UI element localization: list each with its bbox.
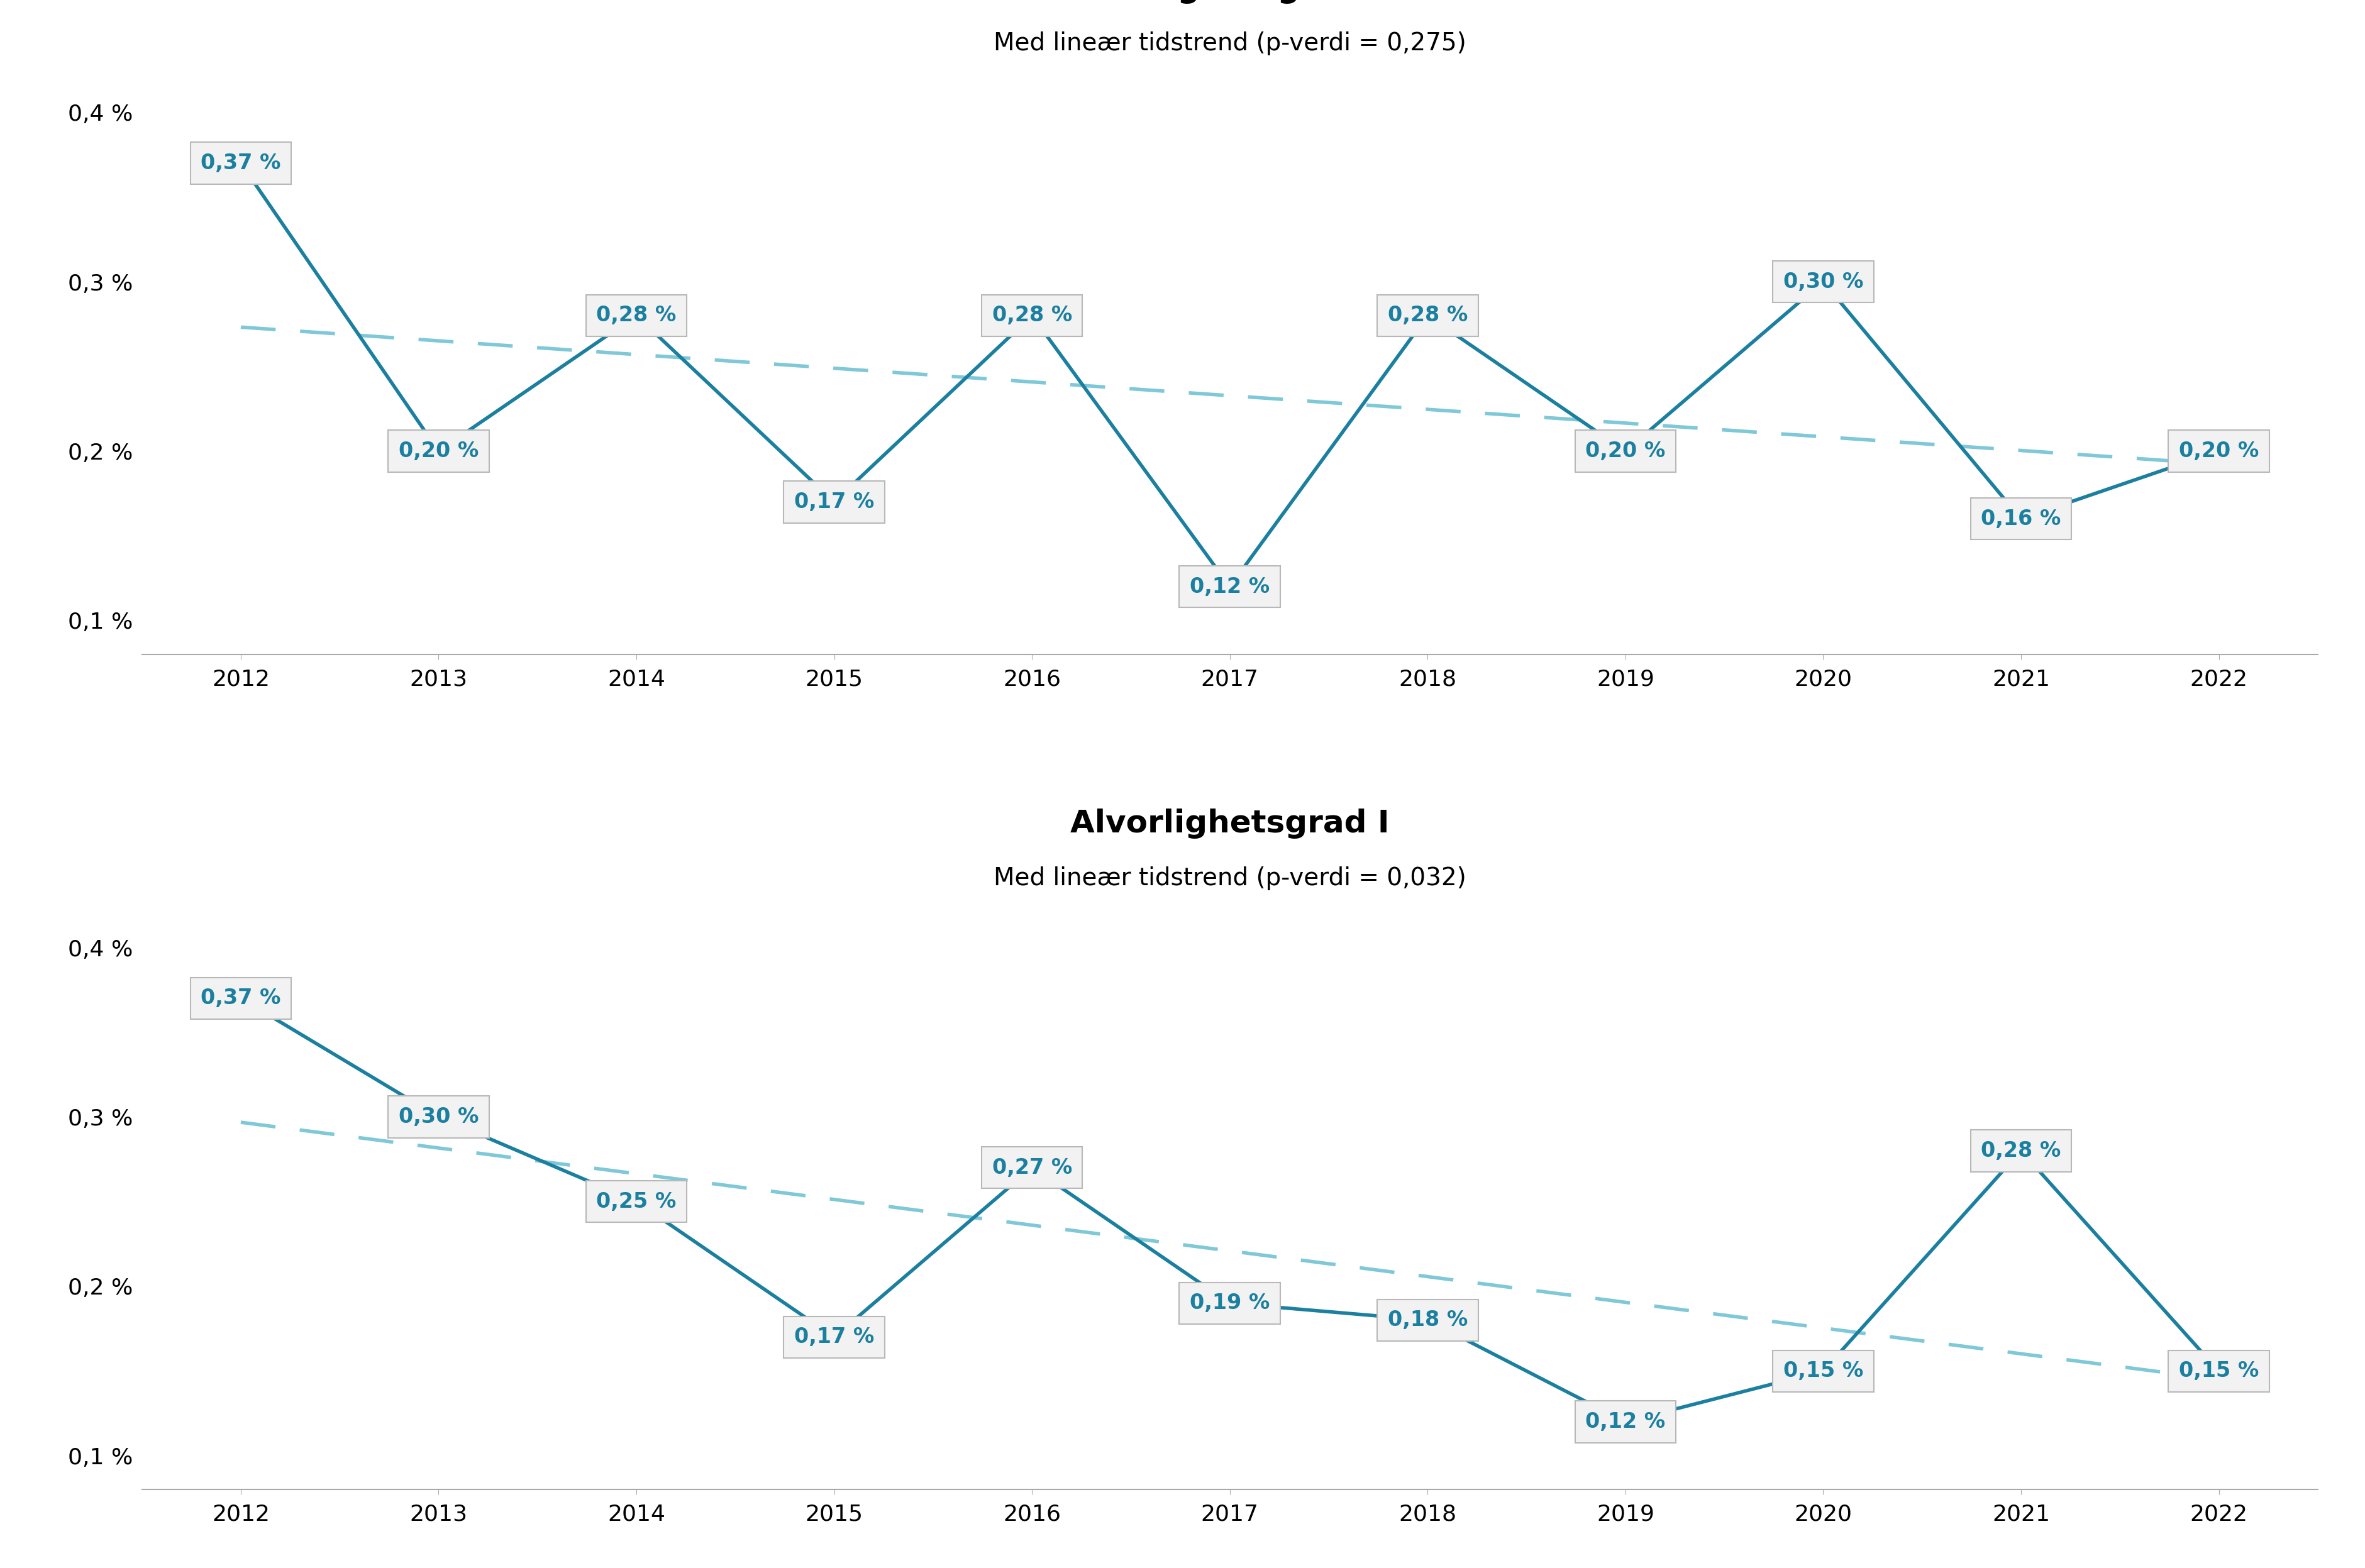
Text: 0,37 %: 0,37 % bbox=[201, 988, 281, 1008]
Text: 0,19 %: 0,19 % bbox=[1190, 1294, 1270, 1314]
Text: 0,16 %: 0,16 % bbox=[1982, 508, 2060, 530]
Text: 0,15 %: 0,15 % bbox=[2178, 1361, 2259, 1381]
Text: 0,27 %: 0,27 % bbox=[991, 1157, 1071, 1178]
Text: 0,17 %: 0,17 % bbox=[795, 1327, 875, 1347]
Text: Alvorlighetsgrad I: Alvorlighetsgrad I bbox=[1071, 809, 1388, 839]
Text: 0,28 %: 0,28 % bbox=[1982, 1140, 2060, 1162]
Text: Med lineær tidstrend (p-verdi = 0,032): Med lineær tidstrend (p-verdi = 0,032) bbox=[993, 867, 1466, 891]
Text: 0,20 %: 0,20 % bbox=[1585, 441, 1665, 461]
Text: 0,18 %: 0,18 % bbox=[1388, 1309, 1469, 1331]
Text: 0,30 %: 0,30 % bbox=[1783, 271, 1864, 292]
Text: 0,28 %: 0,28 % bbox=[1388, 306, 1469, 326]
Text: 0,28 %: 0,28 % bbox=[991, 306, 1071, 326]
Text: 0,30 %: 0,30 % bbox=[400, 1107, 478, 1127]
Text: 0,20 %: 0,20 % bbox=[2178, 441, 2259, 461]
Text: 0,12 %: 0,12 % bbox=[1585, 1411, 1665, 1432]
Text: 0,28 %: 0,28 % bbox=[596, 306, 676, 326]
Text: 0,17 %: 0,17 % bbox=[795, 491, 875, 513]
Text: 0,25 %: 0,25 % bbox=[596, 1192, 676, 1212]
Text: Alvorlighetsgrad H: Alvorlighetsgrad H bbox=[1062, 0, 1398, 3]
Text: 0,20 %: 0,20 % bbox=[400, 441, 478, 461]
Text: 0,15 %: 0,15 % bbox=[1783, 1361, 1864, 1381]
Text: 0,37 %: 0,37 % bbox=[201, 152, 281, 174]
Text: Med lineær tidstrend (p-verdi = 0,275): Med lineær tidstrend (p-verdi = 0,275) bbox=[993, 31, 1466, 55]
Text: 0,12 %: 0,12 % bbox=[1190, 577, 1270, 597]
